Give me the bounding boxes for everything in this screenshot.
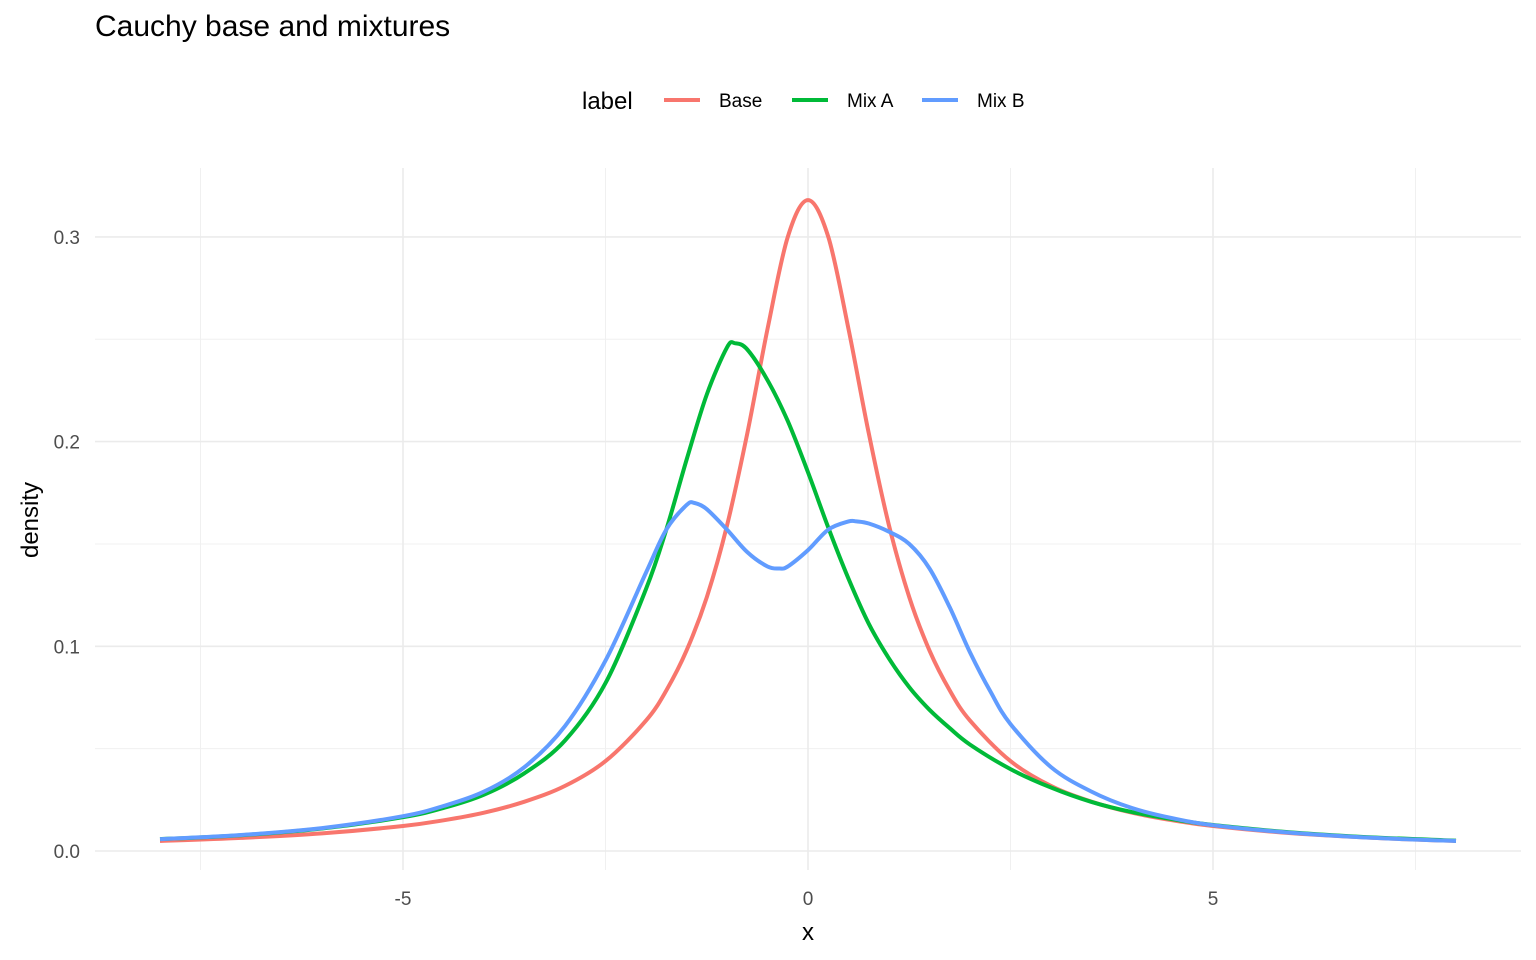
x-tick-labels: -5 0 5: [395, 889, 1219, 910]
legend-label: Mix B: [977, 91, 1025, 112]
x-tick-label: 0: [803, 889, 814, 910]
y-axis-title: density: [17, 482, 44, 558]
series-lines: [159, 198, 1457, 843]
y-tick-label: 0.2: [54, 433, 80, 454]
x-tick-label: 5: [1208, 889, 1219, 910]
legend-label: Base: [719, 91, 762, 112]
y-tick-label: 0.1: [54, 637, 80, 658]
y-tick-label: 0.0: [54, 842, 80, 863]
y-tick-labels: 0.0 0.1 0.2 0.3: [54, 228, 80, 863]
series-line-mix-a: [159, 340, 1457, 843]
chart-title: Cauchy base and mixtures: [95, 10, 451, 43]
grid: [95, 168, 1521, 870]
y-tick-label: 0.3: [54, 228, 80, 249]
series-line-mix-b: [159, 500, 1457, 843]
legend-label: Mix A: [847, 91, 894, 112]
x-tick-label: -5: [395, 889, 412, 910]
legend-title: label: [582, 88, 633, 115]
legend: label Base Mix A Mix B: [582, 88, 1025, 115]
x-axis-title: x: [802, 919, 814, 946]
